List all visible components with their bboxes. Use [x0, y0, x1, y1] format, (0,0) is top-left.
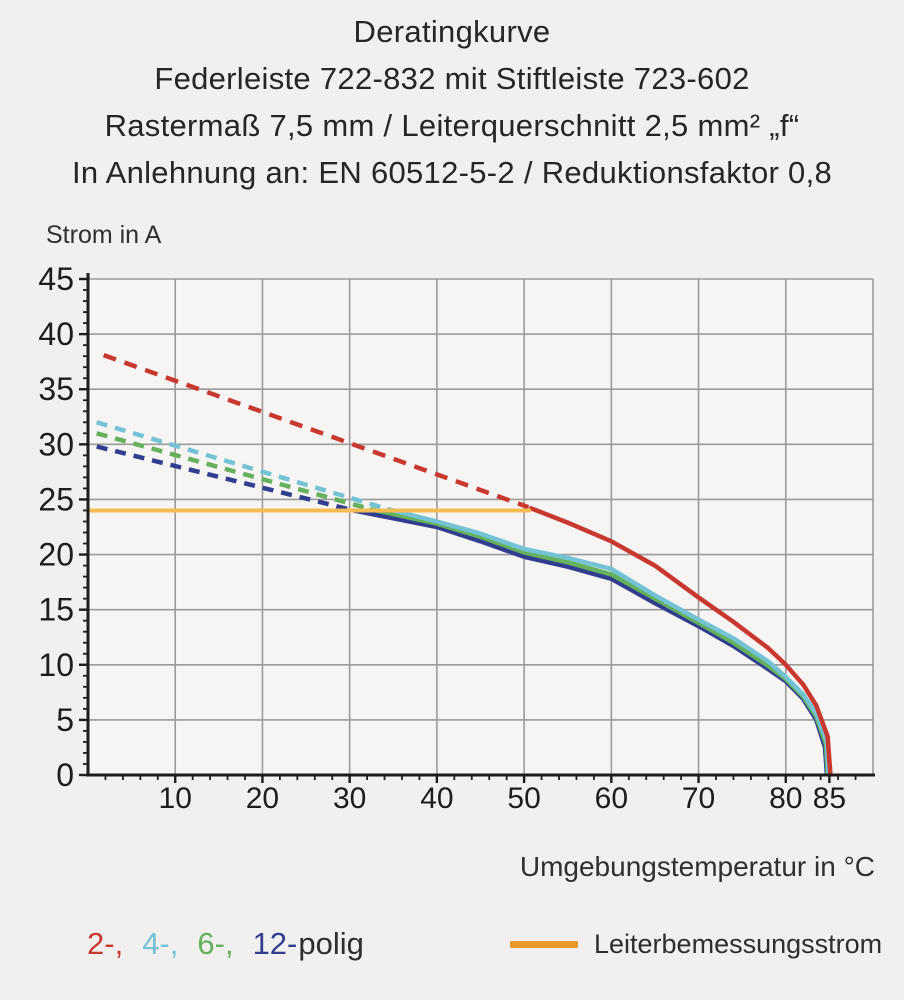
x-tick-label-60: 60: [595, 782, 628, 815]
y-tick-label-5: 5: [56, 702, 74, 738]
rated-current-swatch: [510, 941, 578, 948]
series-2-polig-solid: [528, 506, 833, 776]
x-tick-label-50: 50: [507, 782, 540, 815]
x-tick-label-10: 10: [159, 782, 192, 815]
x-axis-title: Umgebungstemperatur in °C: [519, 851, 875, 882]
x-tick-label-70: 70: [682, 782, 715, 815]
y-tick-label-35: 35: [38, 371, 74, 407]
legend-item-2-polig: 2-,: [87, 926, 124, 961]
rated-current-label: Leiterbemessungsstrom: [594, 929, 883, 959]
rated-current-legend: Leiterbemessungsstrom: [510, 929, 882, 960]
plot-background: [88, 279, 873, 775]
chart-subtitle-spec: Rastermaß 7,5 mm / Leiterquerschnitt 2,5…: [104, 108, 800, 143]
series-2-polig-dashed: [102, 352, 530, 510]
series-6-polig-dashed: [96, 431, 373, 512]
y-tick-label-10: 10: [38, 647, 74, 683]
pole-legend: 2-, 4-, 6-, 12-polig: [87, 926, 364, 962]
y-tick-label-30: 30: [38, 426, 74, 462]
x-tick-label-20: 20: [246, 782, 279, 815]
y-tick-label-0: 0: [56, 757, 74, 793]
x-tick-label-30: 30: [333, 782, 366, 815]
series-4-polig-solid: [386, 507, 831, 776]
chart-subtitle-standard: In Anlehnung an: EN 60512-5-2 / Reduktio…: [71, 155, 833, 190]
y-tick-label-20: 20: [38, 537, 74, 573]
x-tick-label-40: 40: [420, 782, 453, 815]
series-12-polig-dashed: [96, 444, 355, 513]
legend-item-12-polig: 12-: [252, 926, 298, 961]
legend-item-4-polig: 4-,: [142, 926, 179, 961]
series-4-polig-dashed: [96, 420, 390, 512]
x-tick-label-85: 85: [813, 782, 846, 815]
y-tick-label-45: 45: [38, 261, 74, 297]
x-tick-label-80: 80: [769, 782, 802, 815]
y-tick-label-25: 25: [38, 481, 74, 517]
legend-item-6-polig: 6-,: [197, 926, 234, 961]
chart-subtitle-product: Federleiste 722-832 mit Stiftleiste 723-…: [154, 61, 750, 96]
chart-title: Deratingkurve: [353, 14, 551, 49]
y-axis-title: Strom in A: [46, 221, 162, 249]
chart-title-block: Deratingkurve Federleiste 722-832 mit St…: [0, 8, 904, 196]
y-tick-label-15: 15: [38, 592, 74, 628]
y-tick-label-40: 40: [38, 316, 74, 352]
legend-pole-suffix: polig: [298, 926, 364, 961]
